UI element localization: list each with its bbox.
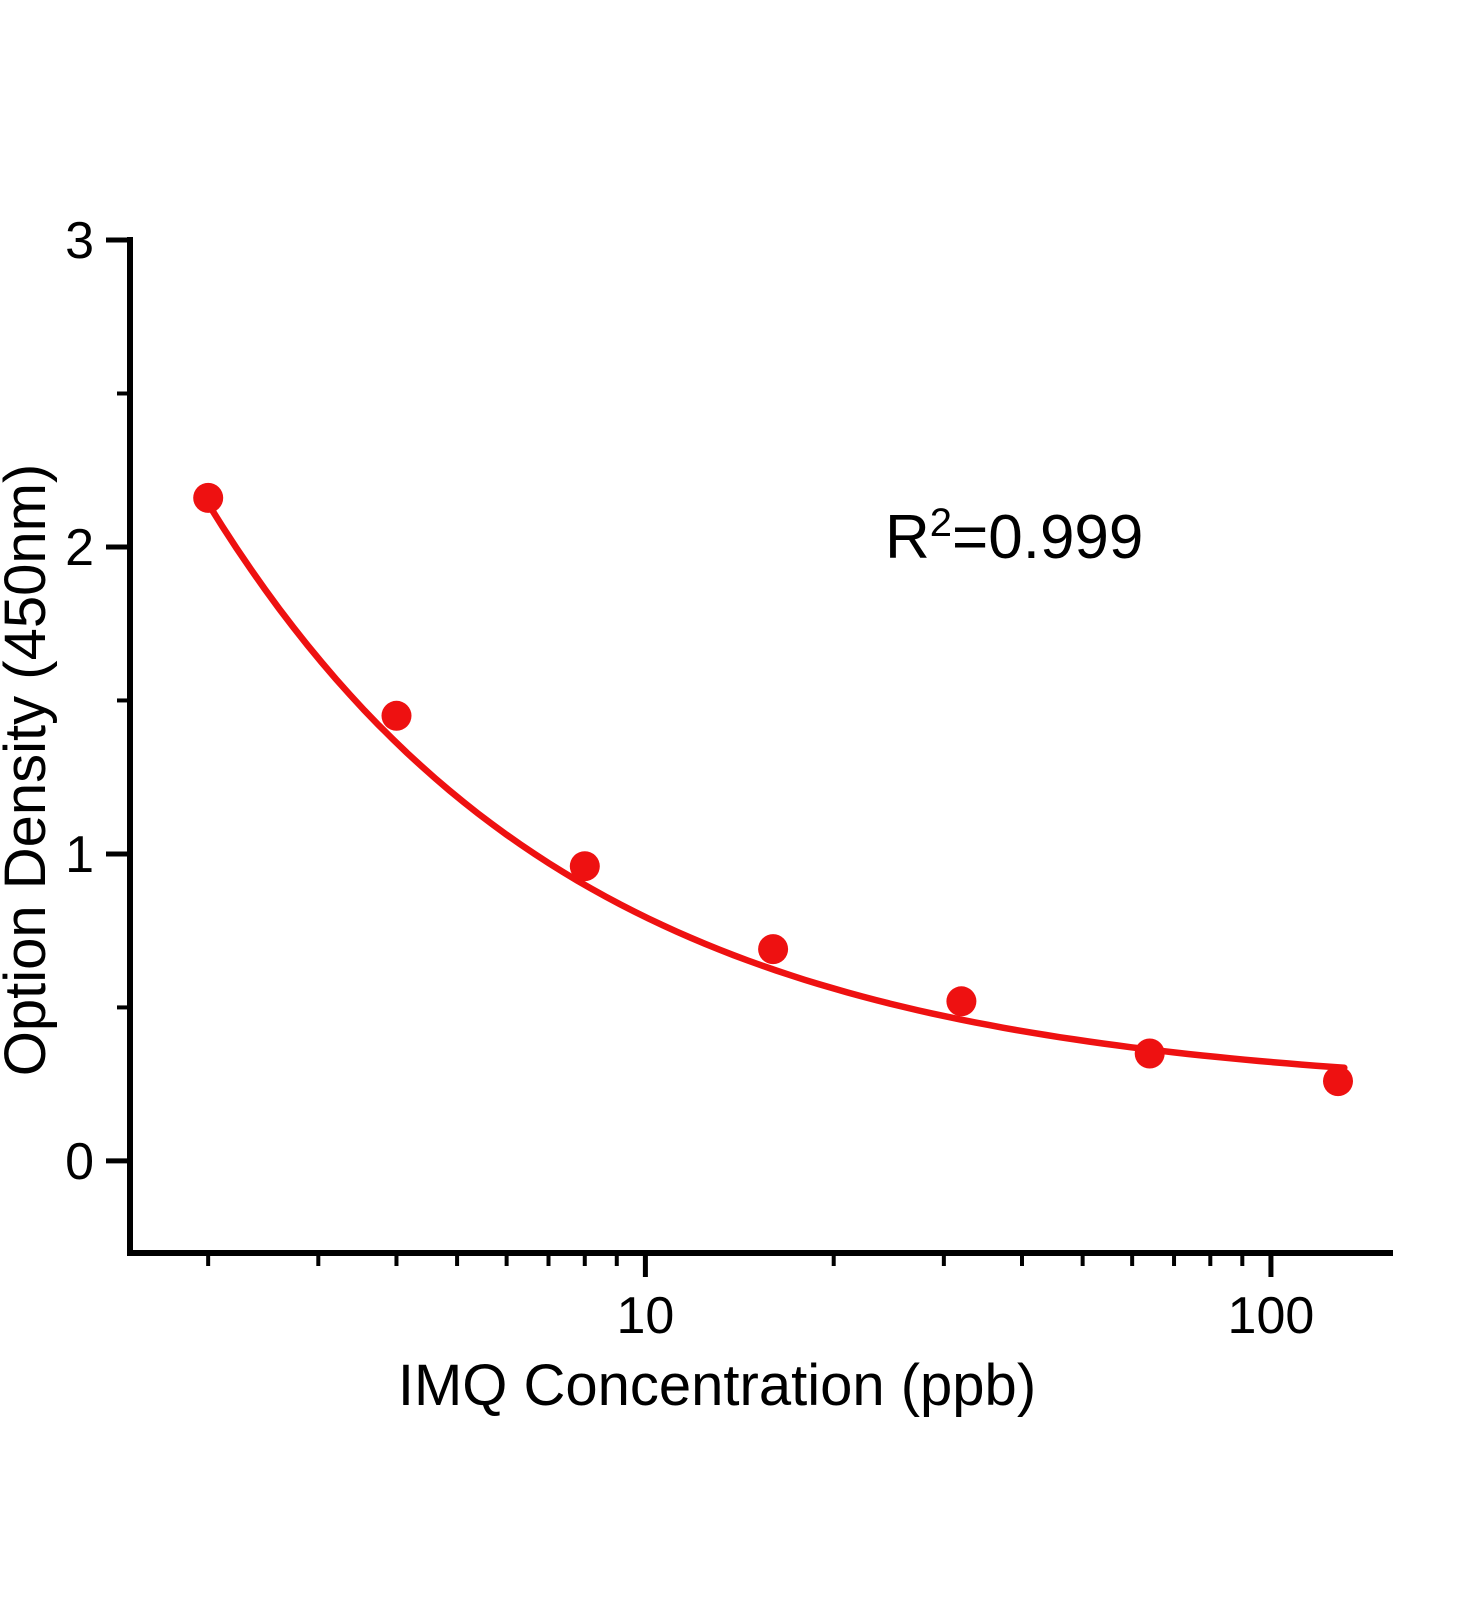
fit-curve-line bbox=[204, 500, 1348, 1072]
r-squared-annotation: R2=0.999 bbox=[885, 501, 1143, 572]
data-point bbox=[1134, 1038, 1165, 1069]
x-axis-title: IMQ Concentration (ppb) bbox=[398, 1353, 1036, 1418]
data-point bbox=[569, 851, 600, 882]
r-squared-base: R bbox=[885, 503, 930, 572]
r-squared-value: =0.999 bbox=[952, 503, 1143, 572]
y-tick-label: 1 bbox=[65, 826, 94, 884]
r-squared-exponent: 2 bbox=[930, 501, 952, 545]
tick-labels: 0 1 2 3 10 100 bbox=[65, 212, 1314, 1345]
y-axis-title: Option Density (450nm) bbox=[0, 464, 58, 1076]
axis-spine bbox=[127, 237, 1393, 1256]
data-points bbox=[193, 482, 1353, 1097]
data-point bbox=[1323, 1066, 1353, 1097]
data-point bbox=[946, 986, 977, 1017]
x-tick-label: 10 bbox=[616, 1287, 674, 1345]
y-tick-label: 3 bbox=[65, 212, 94, 270]
y-tick-label: 0 bbox=[65, 1133, 94, 1191]
data-point bbox=[193, 482, 224, 513]
y-tick-label: 2 bbox=[65, 519, 94, 577]
x-tick-label: 100 bbox=[1228, 1287, 1315, 1345]
data-point bbox=[381, 700, 412, 731]
fit-curve bbox=[204, 500, 1348, 1072]
axes bbox=[106, 237, 1393, 1277]
data-point bbox=[758, 934, 789, 965]
